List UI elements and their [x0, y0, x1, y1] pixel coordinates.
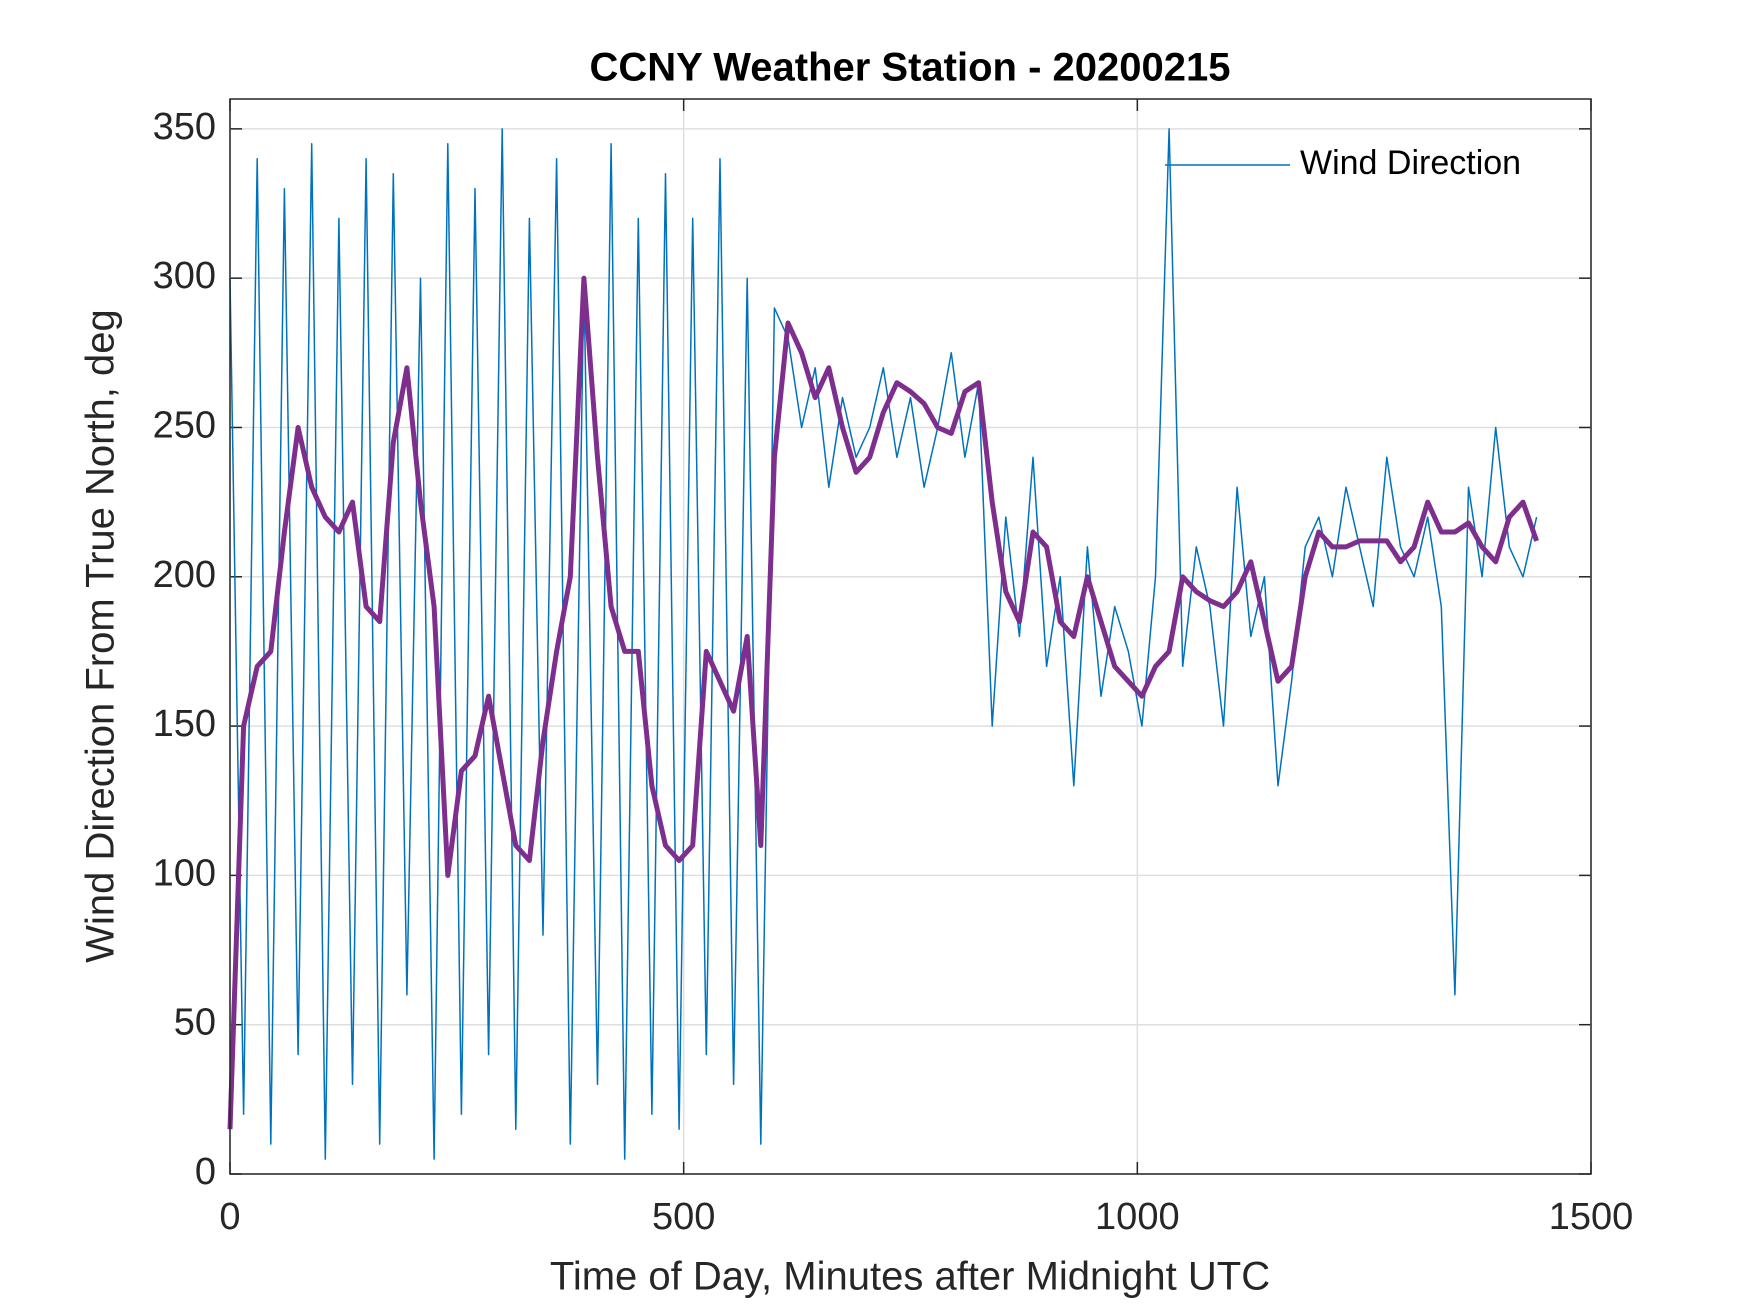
- legend-label: Wind Direction: [1300, 144, 1521, 182]
- chart-title: CCNY Weather Station - 20200215: [590, 46, 1231, 90]
- y-tick-label: 150: [153, 703, 216, 745]
- x-tick-label: 500: [652, 1196, 715, 1238]
- y-tick-label: 100: [153, 852, 216, 894]
- y-tick-label: 350: [153, 106, 216, 148]
- y-tick-label: 200: [153, 554, 216, 596]
- data-line: [229, 128, 1538, 1160]
- y-tick-label: 0: [195, 1151, 216, 1193]
- y-axis-label: Wind Direction From True North, deg: [79, 309, 123, 963]
- x-tick-label: 0: [219, 1196, 240, 1238]
- y-tick-label: 50: [174, 1002, 216, 1044]
- axes-box: [229, 98, 1592, 1175]
- x-tick-label: 1500: [1549, 1196, 1634, 1238]
- x-axis-label: Time of Day, Minutes after Midnight UTC: [550, 1255, 1270, 1299]
- data-line: [227, 275, 1539, 1130]
- x-tick-label: 1000: [1095, 1196, 1180, 1238]
- y-tick-label: 300: [153, 255, 216, 297]
- y-tick-label: 250: [153, 405, 216, 447]
